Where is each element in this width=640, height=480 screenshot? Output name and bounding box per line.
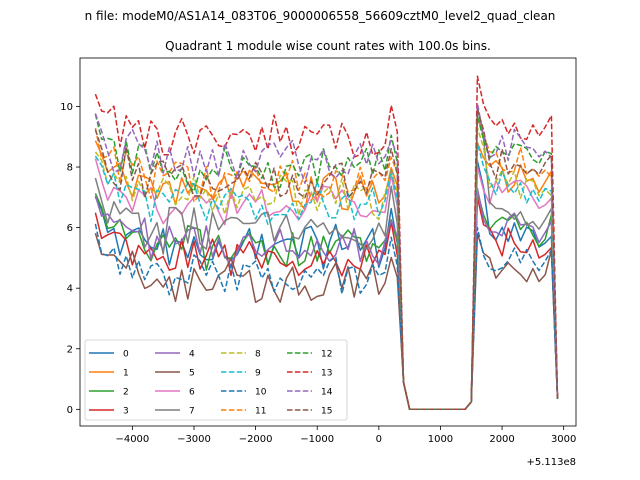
y-tick-label: 8 <box>67 163 73 174</box>
series-line-9 <box>94 142 559 411</box>
figure-suptitle: n file: modeM0/AS1A14_083T06_9000006558_… <box>85 9 556 23</box>
series-line-10 <box>94 223 559 411</box>
axes-frame <box>79 57 577 427</box>
series-line-13 <box>94 75 559 411</box>
x-tick-label: −4000 <box>115 434 149 445</box>
series-layer <box>94 75 559 411</box>
series-line-14 <box>94 102 559 411</box>
legend-label-0: 0 <box>123 350 129 360</box>
series-line-1 <box>94 140 559 411</box>
legend-label-8: 8 <box>255 350 261 360</box>
series-line-4 <box>94 187 559 411</box>
legend-label-15: 15 <box>321 407 332 417</box>
x-tick-label: −1000 <box>300 434 334 445</box>
x-tick-label: −2000 <box>239 434 273 445</box>
y-tick-label: 4 <box>67 284 73 295</box>
x-tick-label: 2000 <box>489 434 514 445</box>
x-axis: −4000 −3000 −2000 −1000 0 1000 2000 3000 <box>115 426 576 445</box>
legend-label-9: 9 <box>255 369 261 379</box>
legend-label-11: 11 <box>255 407 266 417</box>
x-tick-label: 1000 <box>428 434 453 445</box>
y-tick-label: 0 <box>67 405 73 416</box>
legend-label-14: 14 <box>321 388 333 398</box>
legend-label-12: 12 <box>321 350 332 360</box>
series-line-12 <box>94 114 559 411</box>
legend-label-7: 7 <box>189 407 195 417</box>
series-line-6 <box>94 158 559 411</box>
plot-area: −4000 −3000 −2000 −1000 0 1000 2000 3000 0 2 4 6 8 1… <box>60 57 577 468</box>
legend-label-3: 3 <box>123 407 129 417</box>
legend-label-13: 13 <box>321 369 332 379</box>
legend-label-1: 1 <box>123 369 129 379</box>
x-tick-label: 0 <box>376 434 382 445</box>
x-tick-label: 3000 <box>551 434 576 445</box>
series-line-11 <box>94 117 559 411</box>
chart-title: Quadrant 1 module wise count rates with … <box>165 39 491 53</box>
legend-label-2: 2 <box>123 388 129 398</box>
y-tick-label: 10 <box>60 102 73 113</box>
y-tick-label: 6 <box>67 223 73 234</box>
legend-label-10: 10 <box>255 388 267 398</box>
legend-label-4: 4 <box>189 350 195 360</box>
legend-box <box>84 339 348 421</box>
y-tick-label: 2 <box>67 344 73 355</box>
y-axis: 0 2 4 6 8 10 <box>60 102 80 416</box>
x-offset-label: +5.113e8 <box>526 457 576 468</box>
series-line-15 <box>94 108 559 411</box>
legend-label-6: 6 <box>189 388 195 398</box>
x-tick-label: −3000 <box>177 434 211 445</box>
legend-label-5: 5 <box>189 369 195 379</box>
